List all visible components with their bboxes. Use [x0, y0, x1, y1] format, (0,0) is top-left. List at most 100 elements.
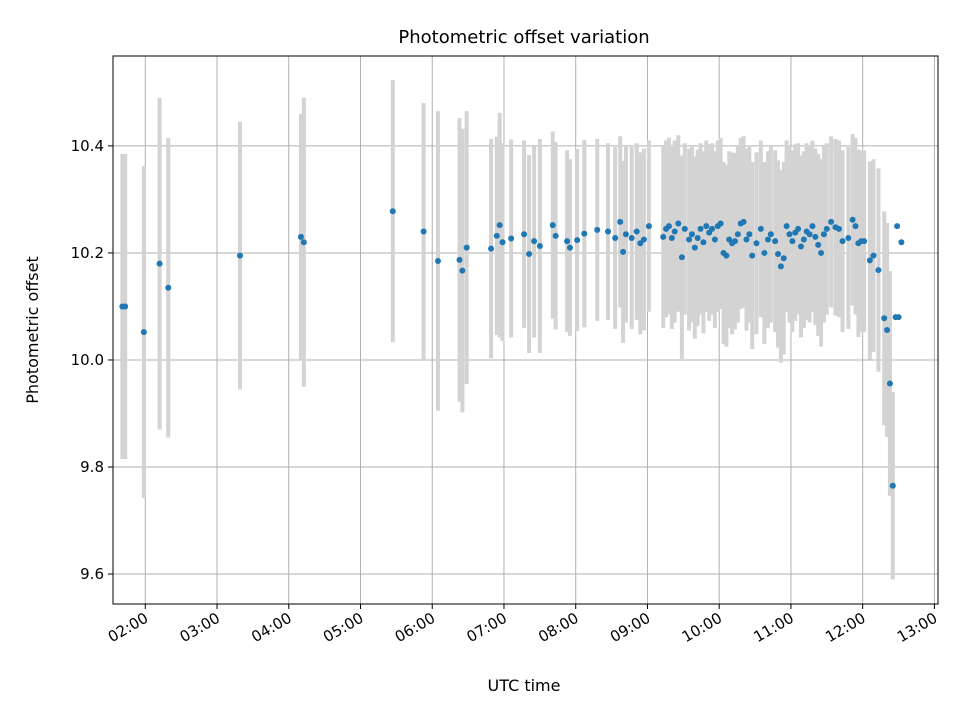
data-point: [884, 327, 891, 333]
data-point: [675, 220, 682, 227]
data-point: [757, 225, 764, 232]
data-point: [463, 244, 470, 251]
data-point: [637, 240, 644, 247]
data-point: [743, 236, 750, 243]
data-point: [881, 315, 888, 322]
chart-title: Photometric offset variation: [398, 27, 649, 48]
x-tick-label: 06:00: [392, 609, 438, 646]
x-axis-ticks: 02:00 03:00 04:00 05:00 06:00 07:00 08:00 09:00…: [105, 604, 940, 646]
data-point: [564, 238, 571, 245]
data-point: [711, 236, 718, 243]
data-point: [681, 225, 688, 232]
data-point: [459, 267, 466, 274]
data-point: [894, 223, 901, 230]
data-points: [119, 208, 905, 489]
data-point: [734, 231, 741, 238]
data-point: [581, 230, 588, 237]
data-point: [777, 263, 784, 270]
y-tick-label: 9.6: [80, 565, 104, 583]
data-point: [488, 245, 495, 252]
x-tick-label: 09:00: [607, 609, 653, 646]
data-point: [795, 225, 802, 232]
data-point: [815, 241, 822, 248]
data-point: [617, 218, 624, 225]
data-point: [420, 228, 427, 235]
data-point: [836, 225, 842, 232]
data-point: [789, 238, 796, 245]
data-point: [818, 249, 825, 256]
data-point: [645, 223, 652, 230]
data-point: [697, 225, 704, 232]
data-point: [820, 231, 827, 238]
data-point: [668, 234, 675, 241]
y-axis-label: Photometric offset: [23, 256, 42, 404]
data-point: [731, 238, 738, 245]
x-tick-label: 08:00: [535, 609, 581, 646]
data-point: [660, 233, 667, 240]
data-point: [612, 234, 619, 241]
data-point: [800, 236, 807, 243]
data-point: [889, 482, 896, 489]
x-tick-label: 03:00: [177, 609, 223, 646]
data-point: [165, 284, 172, 291]
data-point: [566, 244, 573, 251]
data-point: [620, 248, 627, 255]
data-point: [849, 216, 856, 223]
data-point: [723, 252, 730, 259]
data-point: [866, 257, 873, 264]
data-point: [434, 257, 441, 264]
data-point: [521, 231, 528, 238]
data-point: [809, 223, 816, 230]
data-point: [686, 236, 693, 243]
y-tick-label: 10.2: [71, 244, 104, 262]
data-point: [761, 249, 768, 256]
x-tick-label: 12:00: [822, 609, 868, 646]
data-point: [552, 232, 559, 239]
data-point: [549, 222, 556, 229]
grid-lines: [113, 56, 938, 604]
data-point: [783, 223, 790, 230]
data-point: [594, 226, 601, 233]
data-point: [749, 252, 756, 259]
data-point: [297, 233, 304, 240]
data-point: [496, 222, 503, 229]
data-point: [665, 223, 672, 230]
data-point: [717, 220, 724, 227]
plot-frame: [112, 55, 939, 605]
data-point: [156, 260, 163, 267]
x-tick-label: 04:00: [248, 609, 294, 646]
data-point: [861, 238, 868, 245]
data-point: [300, 239, 307, 246]
y-tick-label: 10.0: [71, 351, 104, 369]
data-point: [786, 231, 793, 238]
data-point: [456, 256, 463, 263]
data-point: [671, 228, 678, 235]
data-point: [895, 314, 902, 321]
data-point: [574, 237, 581, 244]
data-point: [775, 251, 782, 258]
data-point: [531, 238, 538, 245]
data-point: [526, 251, 533, 258]
data-point: [703, 223, 710, 230]
data-point: [508, 235, 515, 242]
data-point: [605, 228, 611, 235]
data-point: [828, 218, 835, 225]
data-point: [764, 236, 771, 243]
data-point: [753, 240, 760, 247]
data-point: [691, 244, 698, 251]
data-point: [389, 208, 396, 215]
data-point: [678, 254, 685, 261]
x-tick-label: 07:00: [464, 609, 510, 646]
data-point: [493, 232, 500, 239]
data-point: [839, 238, 846, 245]
data-point: [898, 239, 905, 246]
data-point: [746, 231, 753, 238]
data-point: [823, 225, 830, 232]
data-point: [845, 234, 852, 241]
data-point: [499, 239, 506, 246]
x-tick-label: 13:00: [894, 609, 940, 646]
data-point: [806, 231, 813, 238]
data-point: [622, 231, 629, 238]
data-point: [740, 218, 747, 225]
data-point: [688, 231, 695, 238]
